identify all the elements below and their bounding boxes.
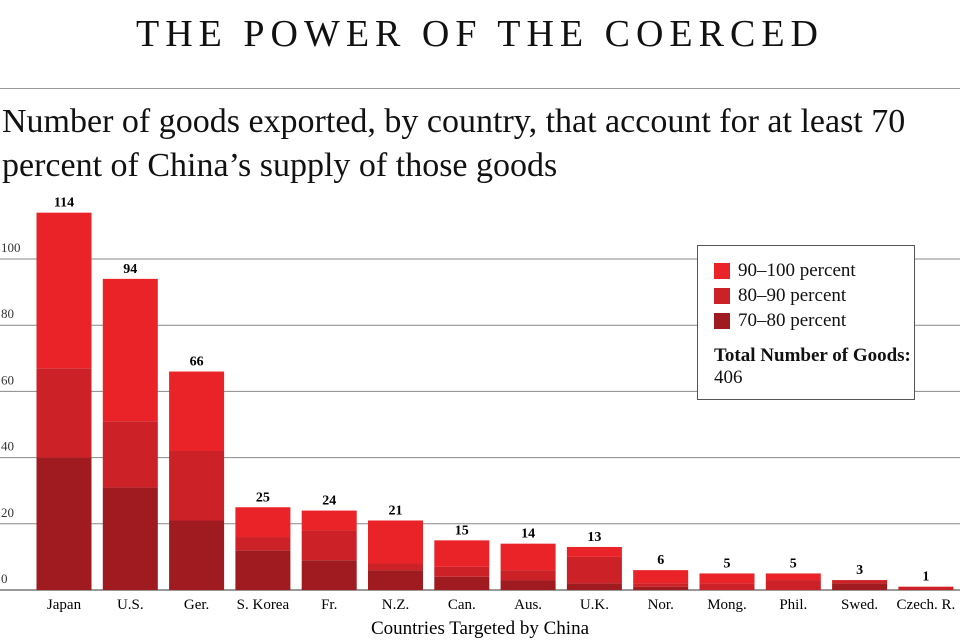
y-tick-label: 40 xyxy=(1,439,14,454)
legend: 90–100 percent 80–90 percent 70–80 percent… xyxy=(697,245,915,400)
data-label: 1 xyxy=(922,570,929,585)
bar-segment xyxy=(566,556,622,584)
total-goods: Total Number of Goods: 406 xyxy=(714,345,914,389)
data-label: 5 xyxy=(724,556,731,571)
bar-segment xyxy=(699,573,755,584)
bar-segment xyxy=(500,543,556,571)
bar-segment xyxy=(102,421,158,488)
data-label: 14 xyxy=(521,527,535,542)
bar-segment xyxy=(500,580,556,590)
data-label: 114 xyxy=(54,196,74,211)
data-label: 66 xyxy=(190,355,204,370)
x-tick-label: Swed. xyxy=(841,597,878,613)
legend-label: 80–90 percent xyxy=(738,284,847,306)
bar-segment xyxy=(765,580,821,590)
divider xyxy=(0,88,960,89)
data-label: 6 xyxy=(657,553,664,568)
bar-segment xyxy=(832,580,888,584)
y-tick-label: 20 xyxy=(1,505,14,520)
x-tick-label: Mong. xyxy=(707,597,747,613)
bar-segment xyxy=(301,560,357,590)
y-tick-label: 100 xyxy=(1,240,21,255)
x-tick-label: Ger. xyxy=(184,597,209,613)
y-tick-label: 80 xyxy=(1,306,14,321)
bar-segment xyxy=(169,450,225,521)
x-tick-label: Czech. R. xyxy=(897,597,956,613)
data-label: 94 xyxy=(123,262,137,277)
bar-segment xyxy=(368,570,423,590)
bar-segment xyxy=(699,583,755,590)
legend-swatch xyxy=(714,262,730,279)
x-tick-label: Aus. xyxy=(514,597,542,613)
data-label: 15 xyxy=(455,523,469,538)
bar-segment xyxy=(832,583,888,590)
x-tick-label: U.K. xyxy=(580,597,609,613)
y-tick-label: 0 xyxy=(1,571,8,586)
x-tick-label: Fr. xyxy=(321,597,337,613)
x-tick-label: Nor. xyxy=(648,597,674,613)
x-tick-label: S. Korea xyxy=(237,597,290,613)
bar-segment xyxy=(633,583,689,587)
chart-title: Number of goods exported, by country, th… xyxy=(2,103,906,184)
legend-swatch xyxy=(714,312,730,329)
bar-segment xyxy=(169,371,225,451)
bar-segment xyxy=(102,278,158,422)
x-tick-label: N.Z. xyxy=(382,597,410,613)
bar-segment xyxy=(235,550,291,590)
x-tick-label: Phil. xyxy=(779,597,807,613)
bar-segment xyxy=(235,507,291,538)
bar-segment xyxy=(566,583,622,590)
x-axis-label: Countries Targeted by China xyxy=(371,618,590,639)
bar-segment xyxy=(434,566,490,577)
bar-segment xyxy=(434,540,490,567)
legend-label: 70–80 percent xyxy=(738,309,847,331)
data-label: 5 xyxy=(790,556,797,571)
legend-label: 90–100 percent xyxy=(738,259,856,281)
header-title: THE POWER OF THE COERCED xyxy=(136,13,824,55)
x-tick-label: Can. xyxy=(448,597,476,613)
bar-segment xyxy=(301,510,357,531)
bar-segment xyxy=(368,520,423,564)
bar-segment xyxy=(36,457,92,590)
bar-segment xyxy=(368,563,423,571)
legend-item: 80–90 percent xyxy=(714,283,914,308)
bar-segment xyxy=(765,573,821,581)
bar-segment xyxy=(434,576,490,590)
bar-segment xyxy=(898,586,954,590)
bar-segment xyxy=(36,212,92,369)
legend-item: 70–80 percent xyxy=(714,308,914,333)
data-label: 21 xyxy=(389,503,403,518)
data-label: 25 xyxy=(256,490,270,505)
bar-segment xyxy=(169,520,225,590)
bar-segment xyxy=(301,530,357,561)
bar-segment xyxy=(36,368,92,458)
legend-item: 90–100 percent xyxy=(714,258,914,283)
x-tick-label: Japan xyxy=(47,597,82,613)
legend-swatch xyxy=(714,287,730,304)
total-label: Total Number of Goods: xyxy=(714,345,911,366)
total-value: 406 xyxy=(714,367,743,388)
bar-segment xyxy=(633,570,689,584)
bar-segment xyxy=(566,546,622,557)
data-label: 13 xyxy=(587,530,601,545)
bar-segment xyxy=(500,570,556,581)
y-tick-label: 60 xyxy=(1,372,14,387)
x-tick-label: U.S. xyxy=(117,597,144,613)
data-label: 24 xyxy=(322,494,336,509)
data-label: 3 xyxy=(856,563,863,578)
bar-segment xyxy=(235,537,291,551)
bar-segment xyxy=(633,586,689,590)
bar-segment xyxy=(102,487,158,590)
